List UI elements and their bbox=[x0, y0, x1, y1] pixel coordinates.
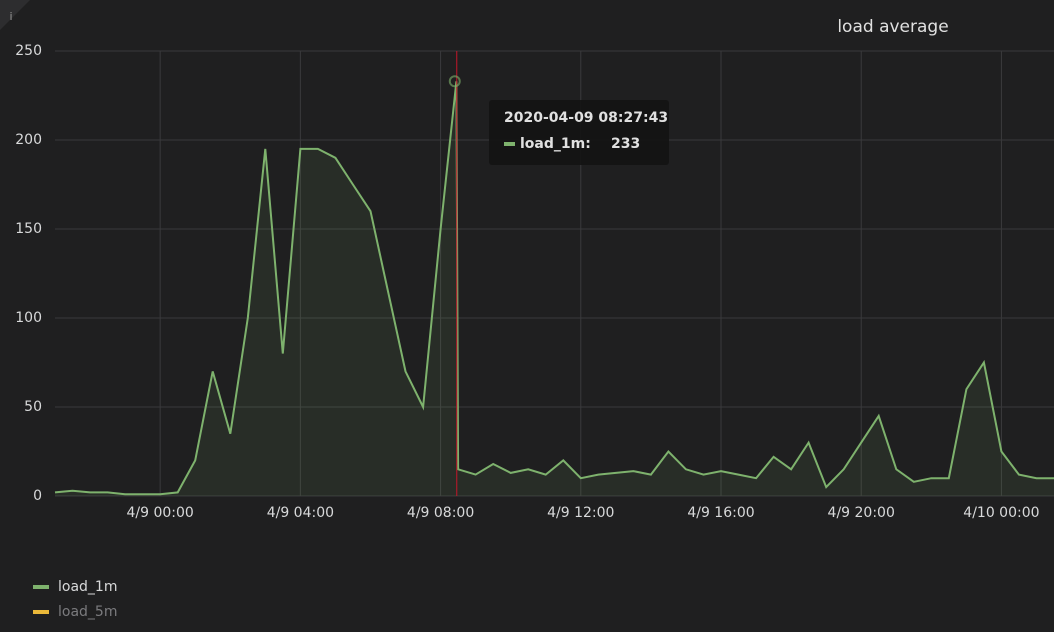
x-tick-label: 4/9 00:00 bbox=[126, 505, 193, 521]
legend-label: load_5m bbox=[58, 604, 117, 620]
y-tick-label: 150 bbox=[15, 221, 42, 237]
x-tick-label: 4/9 20:00 bbox=[828, 505, 895, 521]
y-tick-label: 200 bbox=[15, 132, 42, 148]
y-tick-label: 100 bbox=[15, 310, 42, 326]
series-area bbox=[55, 81, 1054, 497]
x-tick-label: 4/10 00:00 bbox=[963, 505, 1039, 521]
x-tick-label: 4/9 08:00 bbox=[407, 505, 474, 521]
info-icon: i bbox=[9, 10, 12, 23]
x-tick-label: 4/9 12:00 bbox=[547, 505, 614, 521]
tooltip-box bbox=[489, 100, 669, 165]
y-tick-label: 0 bbox=[33, 488, 42, 504]
series-line bbox=[54, 81, 1054, 496]
tooltip-time: 2020-04-09 08:27:43 bbox=[504, 110, 668, 126]
panel-title: load average bbox=[837, 17, 948, 37]
info-corner[interactable] bbox=[0, 0, 30, 30]
hover-point bbox=[448, 75, 461, 88]
tooltip-value: 233 bbox=[611, 136, 640, 152]
y-tick-label: 250 bbox=[15, 43, 42, 59]
x-tick-label: 4/9 16:00 bbox=[687, 505, 754, 521]
tooltip-series: load_1m: bbox=[520, 136, 591, 152]
x-tick-label: 4/9 04:00 bbox=[267, 505, 334, 521]
legend-label: load_1m bbox=[58, 579, 117, 595]
y-tick-label: 50 bbox=[24, 399, 42, 415]
